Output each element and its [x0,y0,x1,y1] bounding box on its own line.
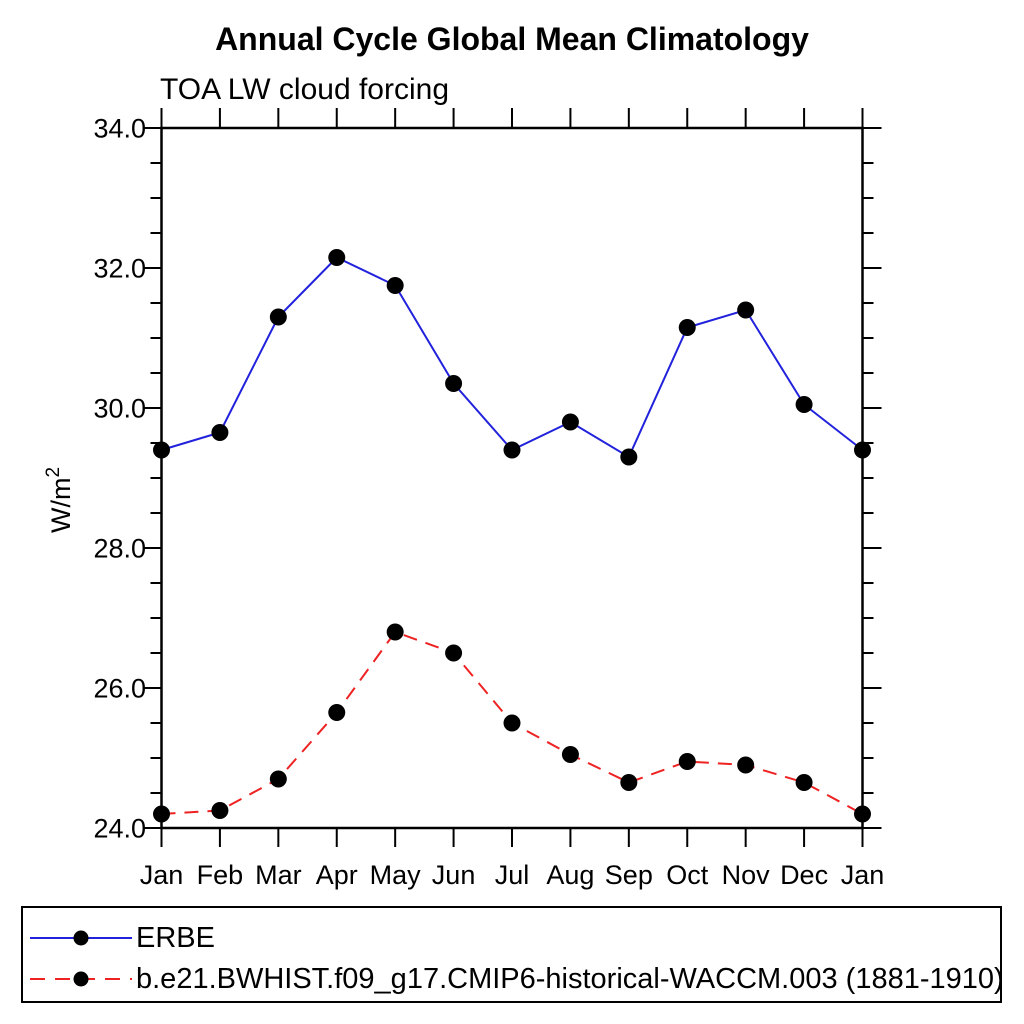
y-tick-label: 26.0 [93,674,146,704]
chart-subtitle: TOA LW cloud forcing [160,73,449,106]
series-markers [153,249,871,823]
data-point [445,644,463,662]
x-tick-label: May [370,860,422,890]
y-axis-label-exponent: 2 [43,467,64,478]
legend-entry-erbe: ERBE [29,918,215,958]
legend-line-sample-solid [30,930,132,946]
x-tick-label: Aug [546,860,594,890]
data-point [737,301,755,319]
y-tick-label: 34.0 [93,114,146,144]
x-tick-label: Jan [841,860,885,890]
data-point [153,441,170,459]
data-point [328,704,346,721]
y-tick-label: 32.0 [93,254,146,284]
plot-frame [160,126,864,830]
data-point [211,424,229,441]
data-point [153,805,170,823]
data-point [795,774,813,791]
x-tick-labels: Jan Feb Mar Apr May Jun Jul Aug Sep Oct Nov Dec Jan [140,860,885,890]
data-point [445,375,463,392]
data-point [620,774,638,791]
data-point [328,249,346,266]
legend-label-model: b.e21.BWHIST.f09_g17.CMIP6-historical-WA… [136,962,1004,995]
data-point [620,448,638,466]
x-tick-label: Apr [316,860,358,890]
x-tick-label: Oct [666,860,709,890]
x-tick-label: Nov [722,860,771,890]
data-point [854,441,871,459]
data-point [737,756,755,774]
chart-title: Annual Cycle Global Mean Climatology [215,21,809,57]
y-axis-label: W/m2 [43,467,76,533]
x-tick-label: Mar [255,860,302,890]
x-tick-label: Jul [495,860,530,890]
legend-entry-model: b.e21.BWHIST.f09_g17.CMIP6-historical-WA… [29,959,1004,999]
data-point [503,714,521,732]
data-point [795,396,813,413]
y-tick-label: 24.0 [93,814,146,844]
y-axis-label-base: W/m [46,478,76,533]
x-tick-label: Sep [605,860,653,890]
data-point [561,413,579,431]
data-point [854,805,871,823]
axis-ticks [142,108,882,847]
legend-line-sample-dashed [30,971,132,987]
y-tick-labels: 24.0 26.0 28.0 30.0 32.0 34.0 [93,114,146,844]
legend-label-erbe: ERBE [136,921,215,954]
y-tick-label: 30.0 [93,394,146,424]
series-line-0 [161,256,864,459]
legend: ERBE b.e21.BWHIST.f09_g17.CMIP6-historic… [21,906,1004,1003]
x-tick-label: Jan [140,860,184,890]
data-point [561,746,579,763]
data-point [386,623,404,641]
data-point [269,770,287,788]
y-tick-label: 28.0 [93,534,146,564]
data-point [503,441,521,459]
x-tick-label: Feb [197,860,244,890]
data-point [386,277,404,294]
x-tick-label: Jun [432,860,476,890]
data-point [211,802,229,819]
data-point [678,753,696,770]
data-point [678,319,696,336]
x-tick-label: Dec [780,860,828,890]
data-point [269,308,287,326]
